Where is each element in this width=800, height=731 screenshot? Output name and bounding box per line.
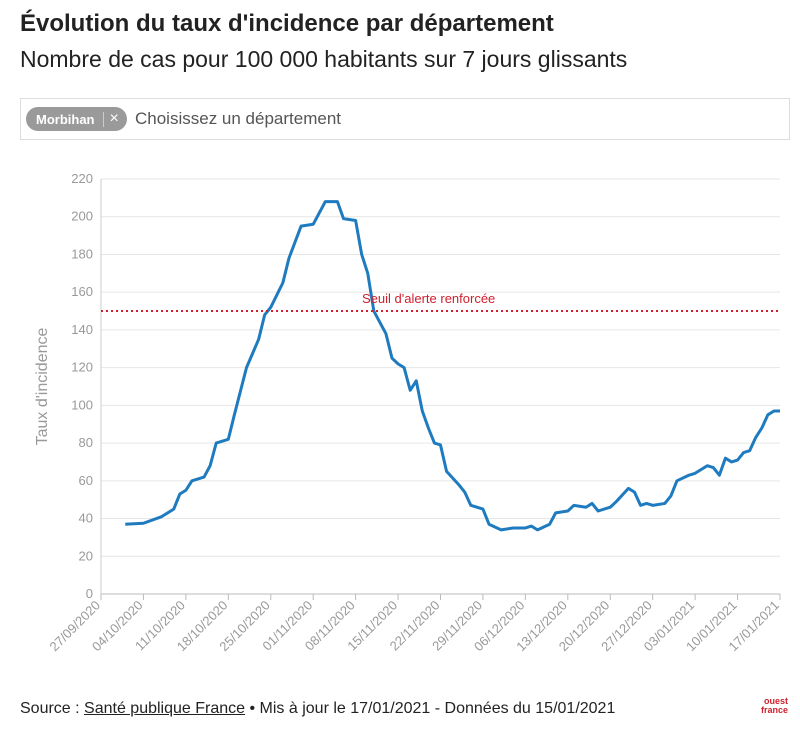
y-tick-label: 100 bbox=[71, 397, 93, 412]
logo-line: ouest bbox=[763, 696, 788, 706]
title: Évolution du taux d'incidence par départ… bbox=[20, 10, 554, 37]
chart: 02040608010012014016018020022027/09/2020… bbox=[34, 171, 782, 654]
y-tick-label: 40 bbox=[79, 511, 93, 526]
y-tick-label: 120 bbox=[71, 360, 93, 375]
subtitle: Nombre de cas pour 100 000 habitants sur… bbox=[20, 46, 628, 72]
logo: ouest france bbox=[761, 697, 788, 715]
y-tick-label: 60 bbox=[79, 473, 93, 488]
source-link[interactable]: Santé publique France bbox=[84, 700, 246, 717]
placeholder[interactable]: Choisissez un département bbox=[135, 109, 342, 128]
footer: Source : Santé publique France • Mis à j… bbox=[20, 700, 615, 718]
y-tick-label: 0 bbox=[86, 586, 93, 601]
y-tick-label: 140 bbox=[71, 322, 93, 337]
y-axis-label: Taux d'incidence bbox=[34, 328, 51, 446]
y-tick-label: 200 bbox=[71, 209, 93, 224]
updated: • Mis à jour le 17/01/2021 - Données du … bbox=[249, 700, 616, 717]
chip-remove[interactable]: × bbox=[109, 110, 119, 127]
y-tick-label: 220 bbox=[71, 171, 93, 186]
line bbox=[125, 200, 780, 532]
chip-label: Morbihan bbox=[26, 111, 104, 127]
y-tick-label: 180 bbox=[71, 246, 93, 261]
threshold-label: Seuil d'alerte renforcée bbox=[362, 291, 495, 306]
y-tick-label: 160 bbox=[71, 284, 93, 299]
y-tick-label: 20 bbox=[79, 548, 93, 563]
selected-chip: Morbihan × bbox=[26, 107, 127, 131]
logo-line: france bbox=[760, 705, 788, 715]
y-tick-label: 80 bbox=[79, 435, 93, 450]
department-filter[interactable]: Morbihan × Choisissez un département bbox=[20, 98, 790, 140]
source-prefix: Source : bbox=[20, 700, 80, 717]
